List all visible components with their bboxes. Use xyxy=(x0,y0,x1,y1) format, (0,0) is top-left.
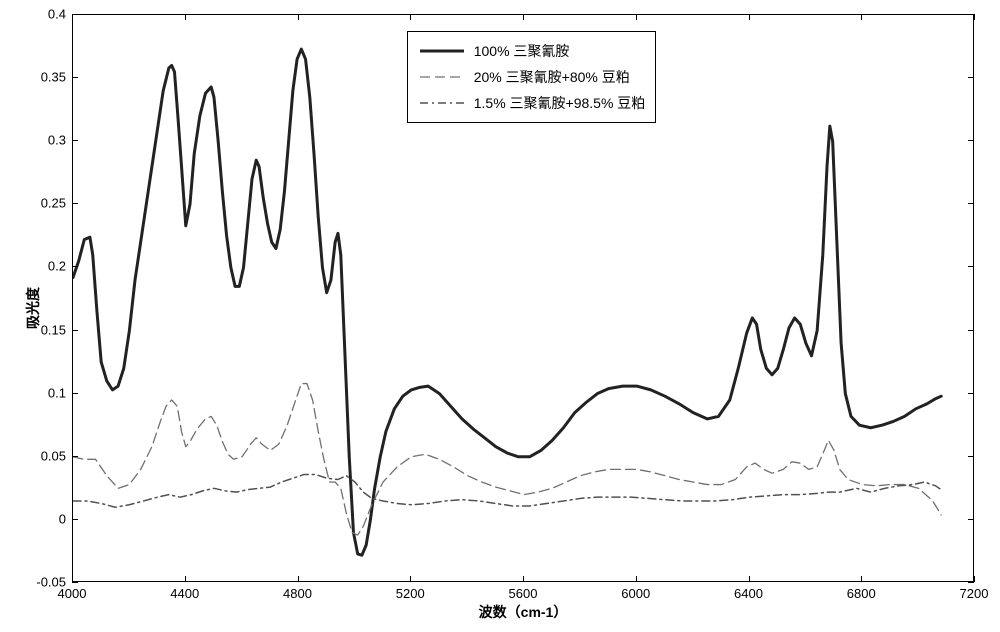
plot-area: 100% 三聚氰胺 20% 三聚氰胺+80% 豆粕 1.5% 三聚氰胺+98.5… xyxy=(72,14,974,582)
y-tick xyxy=(968,266,974,267)
y-tick-label: 0.35 xyxy=(26,70,66,85)
x-tick xyxy=(523,576,524,582)
legend-row: 20% 三聚氰胺+80% 豆粕 xyxy=(418,64,646,90)
x-tick-label: 5200 xyxy=(385,586,435,601)
y-tick xyxy=(968,330,974,331)
legend-swatch xyxy=(418,41,466,61)
y-tick-label: 0.3 xyxy=(26,133,66,148)
x-tick xyxy=(974,576,975,582)
y-tick xyxy=(72,77,78,78)
x-axis-label: 波数（cm-1） xyxy=(463,602,583,622)
y-tick xyxy=(72,393,78,394)
y-tick-label: 0.05 xyxy=(26,448,66,463)
y-tick-label: 0.2 xyxy=(26,259,66,274)
x-tick-label: 7200 xyxy=(949,586,999,601)
y-tick xyxy=(968,203,974,204)
y-tick xyxy=(72,140,78,141)
x-tick xyxy=(185,14,186,20)
x-tick-label: 5600 xyxy=(498,586,548,601)
y-tick xyxy=(72,456,78,457)
series-1_5pct_melamine_98_5pct_meal xyxy=(73,474,941,507)
x-tick xyxy=(636,14,637,20)
x-tick xyxy=(749,14,750,20)
x-tick xyxy=(974,14,975,20)
x-tick xyxy=(410,576,411,582)
x-tick xyxy=(410,14,411,20)
legend-swatch xyxy=(418,93,466,113)
y-tick xyxy=(72,330,78,331)
y-tick xyxy=(968,77,974,78)
x-tick xyxy=(298,576,299,582)
y-tick xyxy=(72,266,78,267)
y-tick xyxy=(968,582,974,583)
legend: 100% 三聚氰胺 20% 三聚氰胺+80% 豆粕 1.5% 三聚氰胺+98.5… xyxy=(407,31,657,123)
y-tick-label: 0.1 xyxy=(26,385,66,400)
x-tick xyxy=(72,14,73,20)
legend-label: 1.5% 三聚氰胺+98.5% 豆粕 xyxy=(474,93,646,113)
x-tick xyxy=(636,576,637,582)
series-100pct_melamine xyxy=(73,49,941,555)
legend-swatch xyxy=(418,67,466,87)
legend-label: 100% 三聚氰胺 xyxy=(474,41,570,61)
series-20pct_melamine_80pct_meal xyxy=(73,384,941,535)
x-tick-label: 4000 xyxy=(47,586,97,601)
legend-row: 100% 三聚氰胺 xyxy=(418,38,646,64)
y-tick xyxy=(968,140,974,141)
x-tick xyxy=(861,14,862,20)
y-tick xyxy=(968,519,974,520)
x-tick-label: 4800 xyxy=(273,586,323,601)
y-tick xyxy=(72,519,78,520)
y-tick-label: 0.25 xyxy=(26,196,66,211)
x-tick xyxy=(298,14,299,20)
y-tick-label: 0.4 xyxy=(26,7,66,22)
x-tick-label: 6800 xyxy=(836,586,886,601)
x-tick xyxy=(861,576,862,582)
x-tick xyxy=(749,576,750,582)
x-tick xyxy=(185,576,186,582)
legend-label: 20% 三聚氰胺+80% 豆粕 xyxy=(474,67,630,87)
x-tick-label: 6400 xyxy=(724,586,774,601)
y-tick-label: 0 xyxy=(26,511,66,526)
y-tick xyxy=(968,456,974,457)
legend-row: 1.5% 三聚氰胺+98.5% 豆粕 xyxy=(418,90,646,116)
x-tick-label: 4400 xyxy=(160,586,210,601)
y-tick-label: 0.15 xyxy=(26,322,66,337)
y-tick xyxy=(72,203,78,204)
y-tick xyxy=(72,582,78,583)
x-tick-label: 6000 xyxy=(611,586,661,601)
x-tick xyxy=(72,576,73,582)
spectral-chart: 100% 三聚氰胺 20% 三聚氰胺+80% 豆粕 1.5% 三聚氰胺+98.5… xyxy=(0,0,1000,632)
y-tick xyxy=(968,393,974,394)
x-tick xyxy=(523,14,524,20)
